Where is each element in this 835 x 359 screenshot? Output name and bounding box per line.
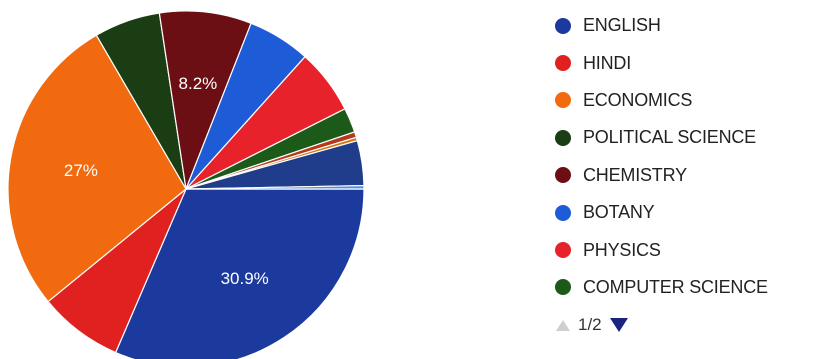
legend-label: HINDI xyxy=(583,52,631,73)
pie-slice-minor-11[interactable] xyxy=(185,184,365,190)
legend-item-hindi[interactable]: HINDI xyxy=(555,44,768,81)
legend-dot-icon xyxy=(555,204,571,221)
legend-dot-icon xyxy=(555,55,571,72)
legend-item-english[interactable]: ENGLISH xyxy=(555,7,768,44)
legend-item-botany[interactable]: BOTANY xyxy=(555,194,768,231)
legend-label: BOTANY xyxy=(583,202,655,223)
legend-label: ECONOMICS xyxy=(583,89,693,110)
pie-slice-economics[interactable] xyxy=(7,34,187,303)
legend-dot-icon xyxy=(555,92,571,109)
legend-label: COMPUTER SCIENCE xyxy=(583,276,768,297)
legend-label: POLITICAL SCIENCE xyxy=(583,127,756,148)
pie-slice-english[interactable] xyxy=(114,188,365,359)
slice-label-english: 30.9% xyxy=(221,269,269,288)
legend-dot-icon xyxy=(555,129,571,146)
triangle-down-icon[interactable] xyxy=(609,318,628,332)
legend-item-physics[interactable]: PHYSICS xyxy=(555,231,768,268)
pie-slice-chemistry[interactable] xyxy=(158,10,252,192)
legend-dot-icon xyxy=(555,242,571,259)
legend-item-economics[interactable]: ECONOMICS xyxy=(555,82,768,119)
triangle-up-icon[interactable] xyxy=(556,319,570,331)
legend-label: PHYSICS xyxy=(583,239,661,260)
legend-item-chemistry[interactable]: CHEMISTRY xyxy=(555,157,768,194)
legend-dot-icon xyxy=(555,17,571,34)
legend-item-computer-science[interactable]: COMPUTER SCIENCE xyxy=(555,269,768,306)
pie-chart: 30.9% 27% 8.2% xyxy=(7,10,365,359)
legend-dot-icon xyxy=(555,167,571,184)
slice-label-economics: 27% xyxy=(64,161,98,180)
legend-item-political-science[interactable]: POLITICAL SCIENCE xyxy=(555,119,768,156)
chart-legend: ENGLISH HINDI ECONOMICS POLITICAL SCIENC… xyxy=(555,7,768,306)
legend-label: CHEMISTRY xyxy=(583,164,687,185)
legend-label: ENGLISH xyxy=(583,15,661,36)
legend-dot-icon xyxy=(555,279,571,296)
legend-pager: 1/2 xyxy=(556,315,628,335)
pager-page-indicator: 1/2 xyxy=(578,315,602,334)
slice-label-chemistry: 8.2% xyxy=(179,74,218,93)
